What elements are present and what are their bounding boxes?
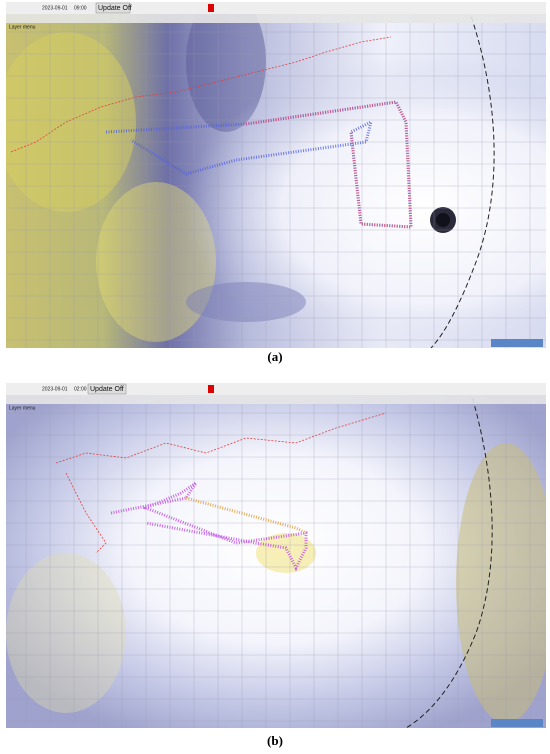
- layer-menu[interactable]: Layer menu: [9, 405, 36, 411]
- update-button[interactable]: [87, 383, 127, 395]
- panel-b: 2023-09-01 02:00 Update Off Layer menu: [6, 383, 546, 728]
- grid: [6, 23, 546, 348]
- panel-a: 2023-09-01 09:00 Update Off Layer menu: [6, 2, 546, 348]
- map-a: 2023-09-01 09:00 Update Off Layer menu: [6, 2, 546, 348]
- update-button-label: Update Off: [90, 386, 124, 393]
- caption-a: (a): [267, 349, 283, 364]
- layer-menu[interactable]: Layer menu: [9, 24, 36, 30]
- time: 02:00: [74, 386, 87, 392]
- date: 2023-09-01: [42, 5, 68, 11]
- update-button[interactable]: [95, 2, 131, 14]
- update-button-label: Update Off: [98, 5, 132, 12]
- time: 09:00: [74, 5, 87, 11]
- caption-b: (b): [267, 733, 283, 748]
- grid: [6, 404, 546, 728]
- date: 2023-09-01: [42, 386, 68, 392]
- map-b: 2023-09-01 02:00 Update Off Layer menu: [6, 383, 546, 728]
